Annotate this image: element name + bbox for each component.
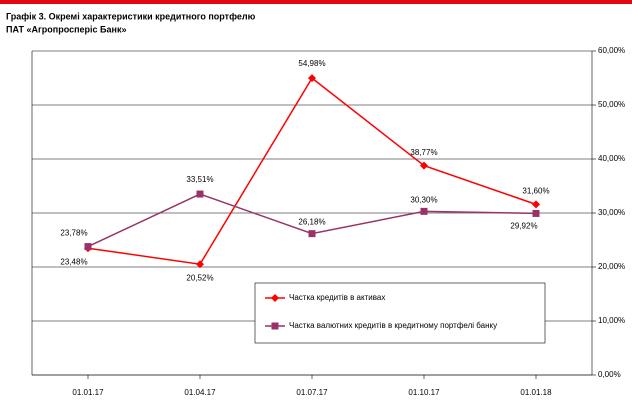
- data-label: 23,48%: [60, 257, 87, 266]
- chart-title: Графік 3. Окремі характеристики кредитно…: [6, 11, 256, 21]
- y-tick-label: 30,00%: [598, 208, 625, 217]
- data-label: 54,98%: [298, 59, 325, 68]
- data-label: 23,78%: [60, 229, 87, 238]
- marker: [532, 200, 540, 209]
- marker: [84, 243, 92, 251]
- data-label: 26,18%: [298, 218, 325, 227]
- marker: [420, 161, 428, 170]
- data-label: 20,52%: [186, 273, 213, 282]
- y-tick-label: 60,00%: [598, 46, 625, 55]
- data-label: 31,60%: [522, 186, 549, 195]
- x-tick-label: 01.01.17: [72, 388, 104, 397]
- marker: [308, 74, 316, 83]
- y-tick-label: 20,00%: [598, 262, 625, 271]
- x-tick-label: 01.10.17: [408, 388, 440, 397]
- marker: [420, 207, 428, 215]
- y-tick-label: 40,00%: [598, 154, 625, 163]
- y-tick-label: 10,00%: [598, 316, 625, 325]
- data-label: 30,30%: [410, 195, 437, 204]
- x-tick-label: 01.04.17: [184, 388, 216, 397]
- y-tick-label: 50,00%: [598, 100, 625, 109]
- data-label: 29,92%: [510, 222, 537, 231]
- marker: [196, 190, 204, 198]
- legend-box: [254, 282, 546, 344]
- x-tick-label: 01.07.17: [296, 388, 328, 397]
- data-label: 38,77%: [410, 148, 437, 157]
- marker: [271, 322, 279, 330]
- marker: [532, 209, 540, 217]
- marker: [308, 230, 316, 238]
- marker: [196, 260, 204, 269]
- data-label: 33,51%: [186, 175, 213, 184]
- legend-label: Частка валютних кредитів в кредитному по…: [289, 321, 497, 330]
- y-tick-label: 0,00%: [598, 370, 621, 379]
- chart-subtitle: ПАТ «Агропросперіс Банк»: [6, 24, 126, 34]
- top-bar: [0, 0, 632, 4]
- marker: [271, 294, 279, 302]
- legend-label: Частка кредитів в активах: [289, 293, 385, 302]
- x-tick-label: 01.01.18: [520, 388, 552, 397]
